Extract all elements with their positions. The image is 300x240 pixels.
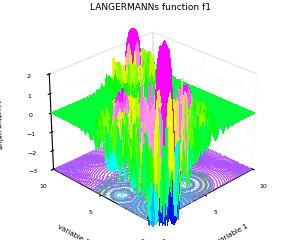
X-axis label: variable 1: variable 1 (216, 223, 249, 240)
Title: LANGERMANNs function f1: LANGERMANNs function f1 (89, 3, 211, 12)
Y-axis label: variable 2: variable 2 (57, 223, 90, 240)
